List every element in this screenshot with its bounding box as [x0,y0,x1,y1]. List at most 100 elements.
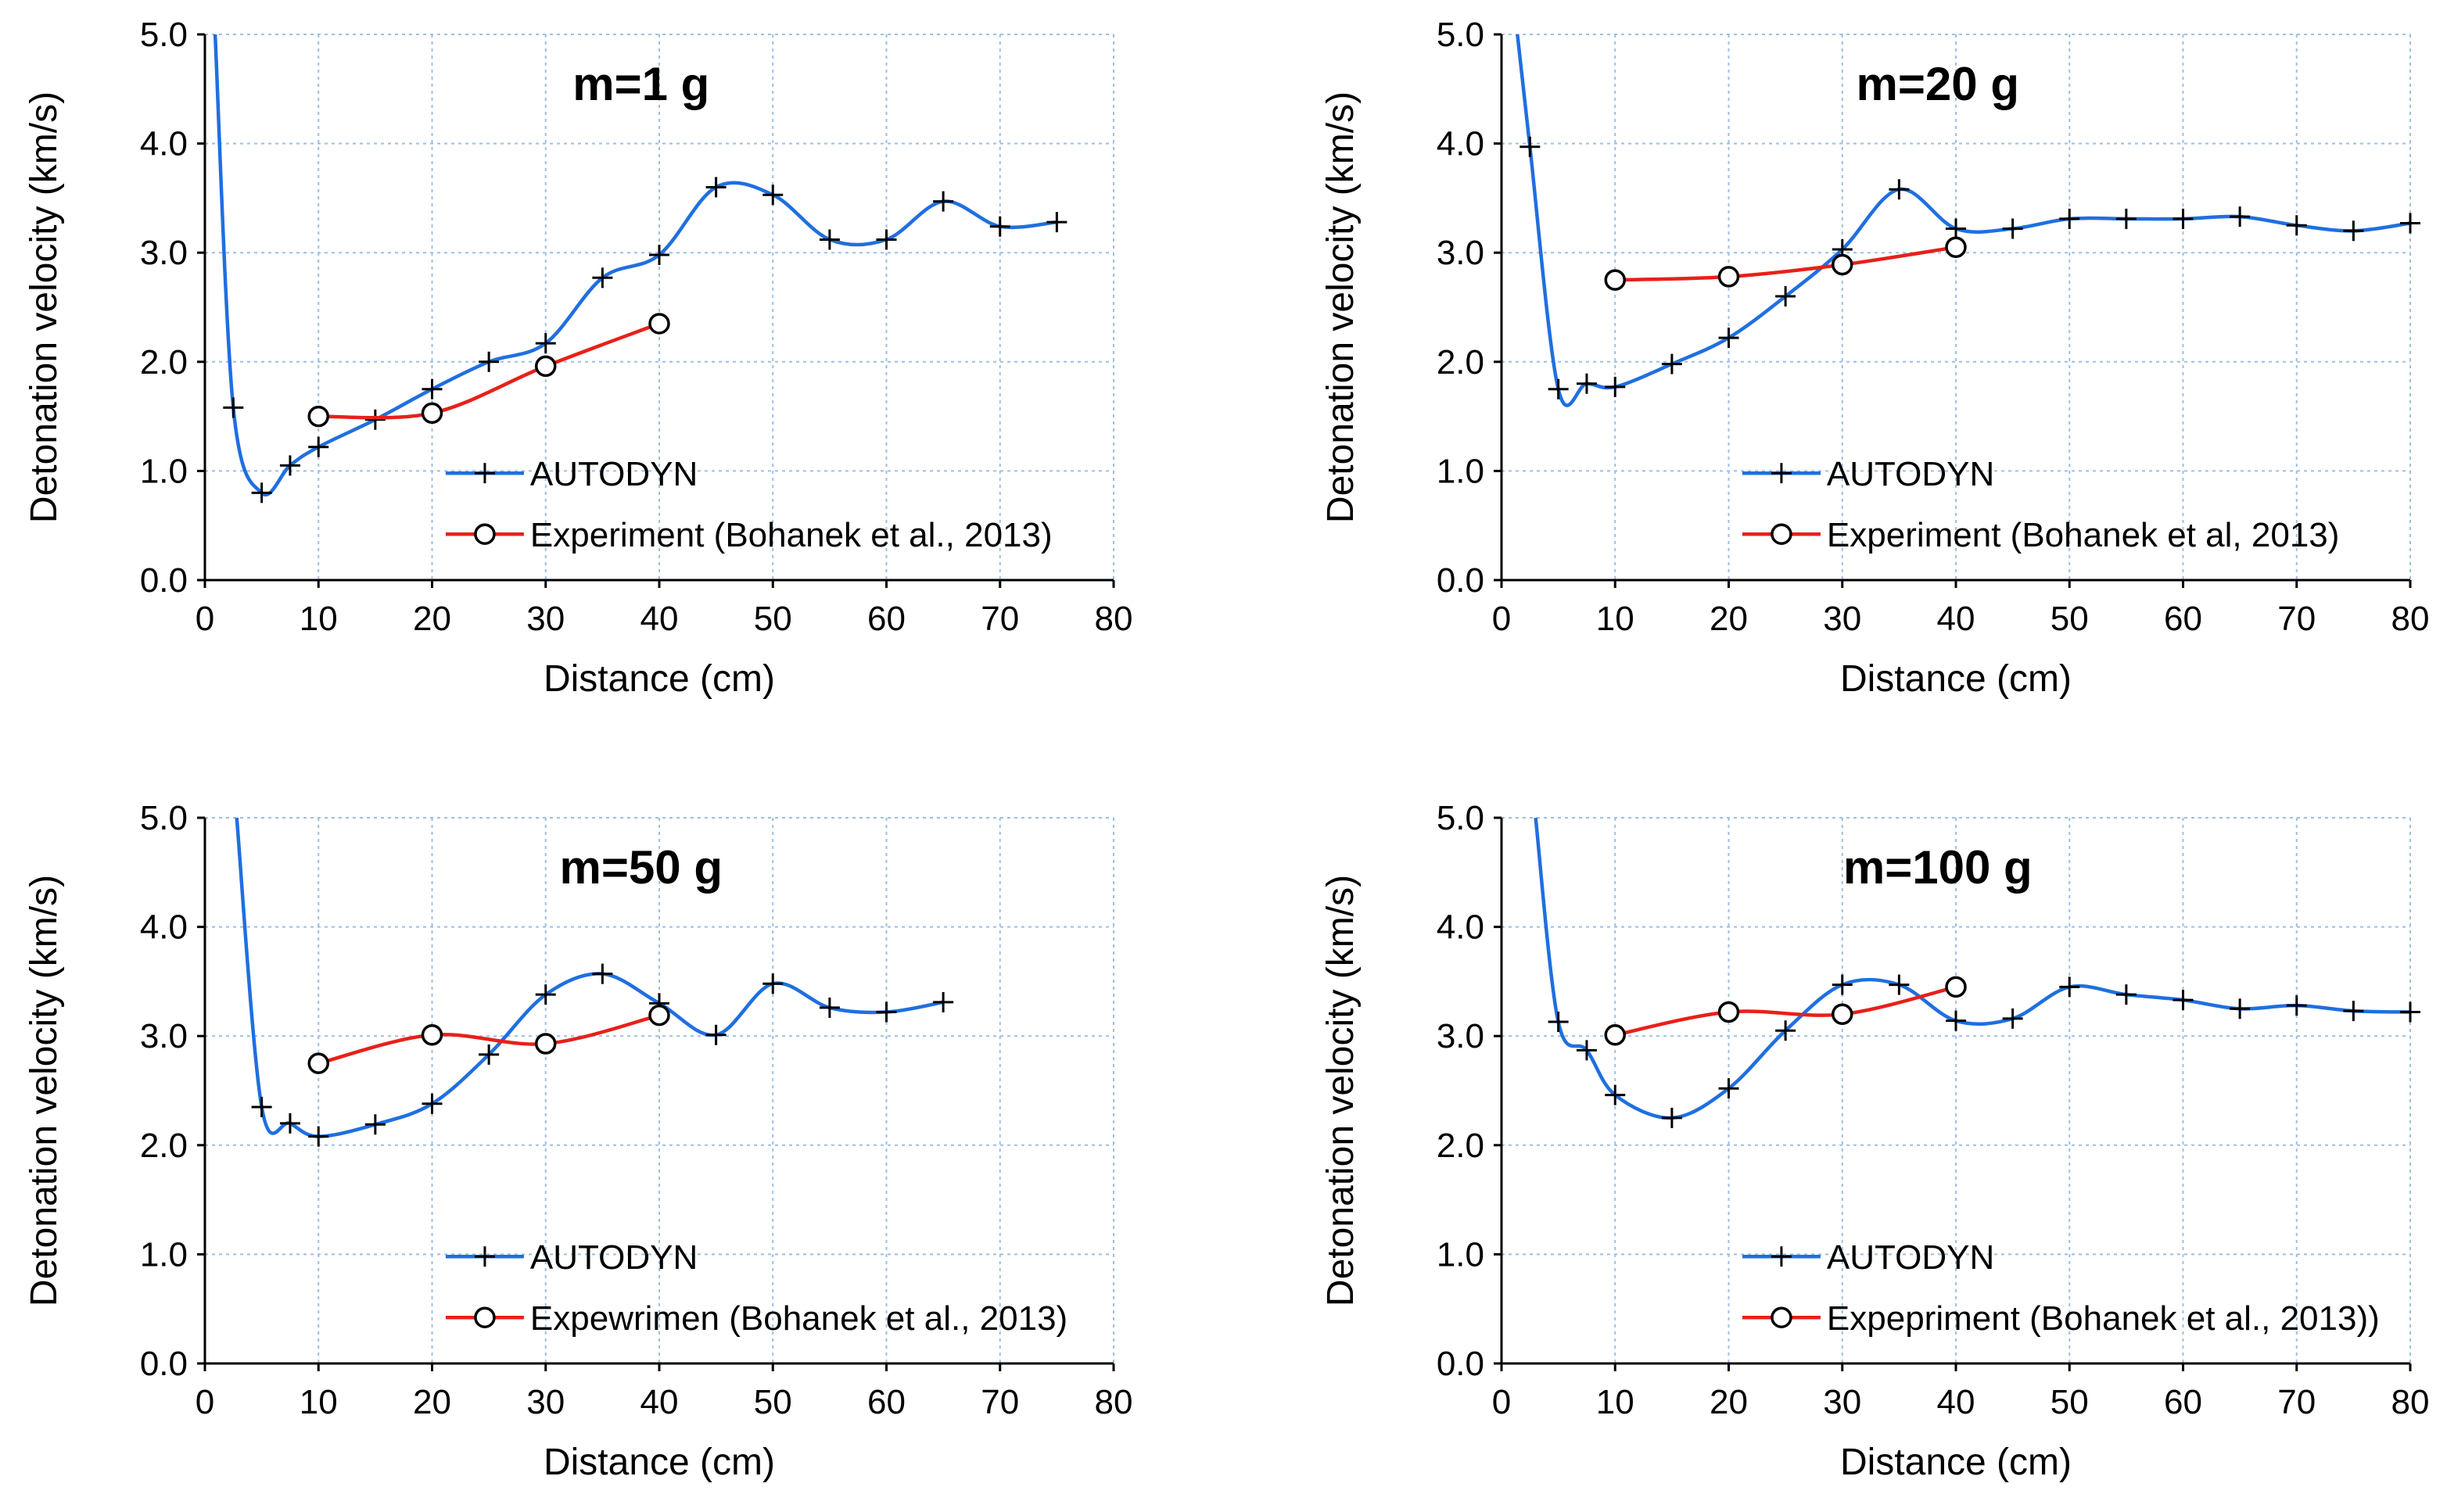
x-tick-label: 40 [640,600,679,638]
data-point-plus [479,351,500,372]
data-point-plus [2059,976,2080,998]
y-tick-label: 3.0 [1437,234,1484,272]
data-point-plus [251,482,272,503]
data-point-plus [876,1001,897,1023]
series-2 [307,1004,670,1074]
data-point-plus [1718,1078,1739,1099]
data-point-circle [1832,253,1853,276]
x-tick-label: 60 [867,1383,906,1421]
x-tick-label: 80 [1095,600,1133,638]
x-axis-title: Distance (cm) [1840,1442,2072,1483]
data-point-plus [1605,1084,1626,1105]
x-tick-label: 70 [2277,600,2316,638]
data-point-plus [1661,1107,1682,1128]
x-tick-label: 70 [2277,1383,2316,1421]
data-point-plus [1889,974,1910,995]
y-tick-label: 4.0 [1437,908,1484,947]
data-point-circle [307,405,329,428]
y-tick-label: 0.0 [140,1345,188,1383]
legend-label: Expepriment (Bohanek et al., 2013)) [1827,1299,2380,1338]
gridlines [205,34,1114,580]
data-point-plus [819,997,840,1018]
y-tick-label: 3.0 [1437,1017,1484,1055]
data-point-plus [1775,1020,1796,1041]
x-tick-label: 60 [867,600,906,638]
x-tick-label: 50 [754,1383,792,1421]
data-point-plus [2059,208,2080,229]
data-point-circle [1717,266,1740,288]
x-tick-label: 40 [1937,1383,1975,1421]
legend-marker-circle [474,1306,496,1328]
y-tick-label: 1.0 [140,452,188,490]
data-point-plus [1520,136,1541,157]
data-point-circle [648,1004,670,1027]
x-tick-label: 0 [1492,1383,1511,1421]
data-point-plus [1576,1040,1597,1061]
series-line [1516,34,2410,407]
y-tick-label: 1.0 [1437,452,1484,490]
legend: AUTODYN Experiment (Bohanek et al., 2013) [445,455,1053,554]
gridlines [1502,817,2411,1363]
data-point-plus [2115,984,2137,1005]
x-tick-label: 30 [526,1383,565,1421]
legend-label: AUTODYN [1827,455,1994,493]
legend-marker-circle [1771,523,1792,545]
x-tick-label: 70 [981,1383,1019,1421]
legend-marker-circle [1771,1306,1792,1328]
legend-label: Experiment (Bohanek et al., 2013) [530,516,1053,554]
x-tick-label: 20 [413,1383,451,1421]
data-point-plus [535,984,556,1005]
y-tick-label: 4.0 [140,125,188,163]
x-tick-label: 10 [1596,1383,1634,1421]
legend-label: Experiment (Bohanek et al, 2013) [1827,516,2340,554]
data-point-plus [2002,218,2023,239]
y-tick-label: 0.0 [1437,1345,1484,1383]
data-point-plus [592,963,613,984]
legend: AUTODYN Expewrimen (Bohanek et al., 2013) [445,1238,1067,1338]
data-point-plus [1548,378,1569,399]
legend-label: Expewrimen (Bohanek et al., 2013) [530,1299,1067,1338]
x-axis-title: Distance (cm) [544,658,775,700]
data-point-plus [705,177,727,198]
data-point-plus [308,1126,329,1147]
data-point-circle [421,1024,443,1046]
y-tick-label: 2.0 [140,1127,188,1165]
y-tick-label: 0.0 [1437,561,1484,600]
data-point-plus [308,436,329,457]
series-2 [1604,236,1967,291]
data-point-circle [307,1052,329,1074]
data-point-plus [279,455,300,476]
data-point-plus [1548,1012,1569,1033]
data-point-plus [2286,995,2307,1016]
data-point-circle [1717,1001,1740,1023]
series-line [1614,985,1957,1037]
y-tick-label: 1.0 [1437,1235,1484,1274]
x-tick-label: 0 [196,1383,214,1421]
series-line [318,1013,660,1066]
x-tick-label: 20 [1710,600,1748,638]
y-tick-label: 2.0 [1437,343,1484,382]
x-tick-label: 50 [2051,1383,2089,1421]
y-tick-label: 3.0 [140,234,188,272]
series-2 [307,313,670,428]
data-point-circle [421,402,443,425]
series-line [235,817,944,1138]
y-tick-label: 5.0 [1437,799,1484,837]
data-point-plus [2343,220,2364,242]
y-tick-label: 2.0 [140,343,188,382]
data-point-circle [1945,236,1967,258]
panel-title: m=20 g [1857,58,2019,110]
x-tick-label: 20 [1710,1383,1748,1421]
chart-panel-1: 0 10 20 30 40 50 60 70 80 0.0 1.0 2.0 3.0 4.0 5.0 Dista… [23,16,1132,700]
y-axis-title: Detonation velocity (km/s) [1320,91,1362,523]
data-point-plus [1832,974,1853,995]
y-tick-label: 5.0 [1437,16,1484,54]
x-tick-label: 80 [2391,600,2430,638]
x-tick-label: 0 [196,600,214,638]
data-point-plus [422,1093,443,1114]
data-point-plus [364,1114,386,1135]
data-point-plus [1946,218,1966,239]
chart-panel-3: 0 10 20 30 40 50 60 70 80 0.0 1.0 2.0 3.0 4.0 5.0 Dista… [23,799,1132,1483]
y-tick-label: 3.0 [140,1017,188,1055]
y-tick-label: 1.0 [140,1235,188,1274]
